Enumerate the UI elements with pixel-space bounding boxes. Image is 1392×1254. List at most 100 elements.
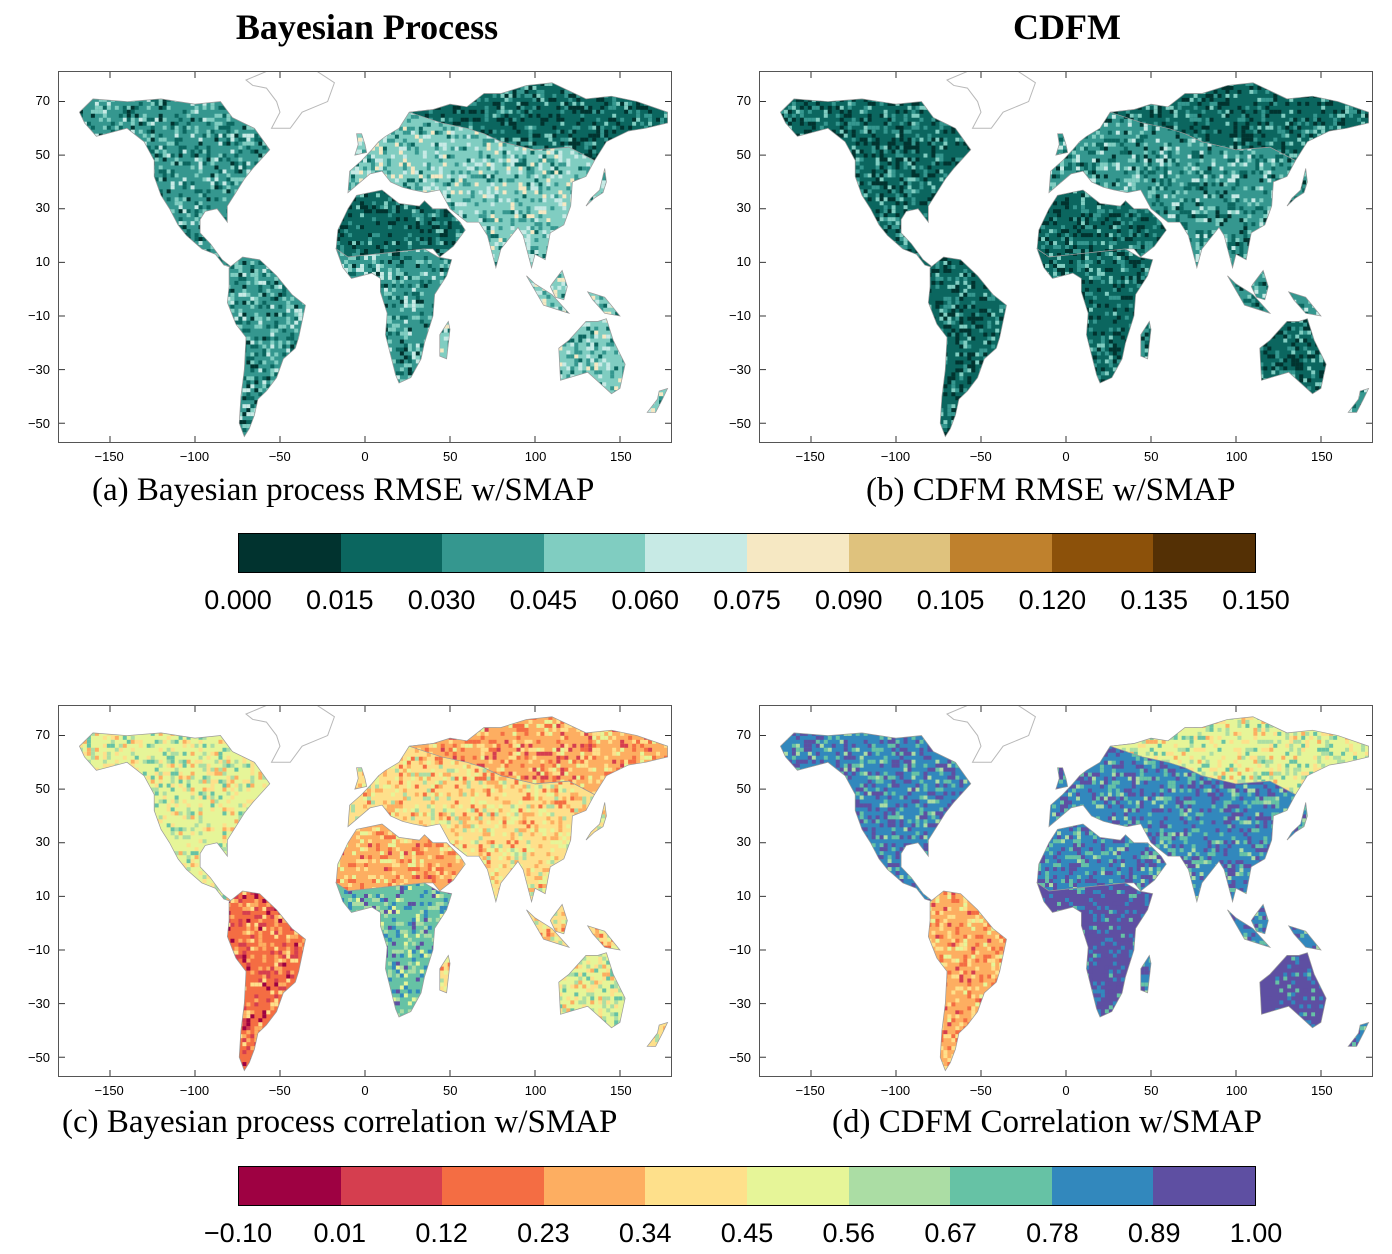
x-tick-label: 0 — [1062, 1083, 1070, 1098]
map-panel-d — [759, 705, 1373, 1077]
colorbar-tick-label: 0.060 — [611, 585, 679, 615]
colorbar-swatch — [746, 534, 849, 572]
colorbar-swatch — [340, 1167, 443, 1205]
colorbar-swatch — [543, 534, 646, 572]
column-title-cdfm: CDFM — [1013, 7, 1121, 47]
colorbar-swatch — [442, 534, 544, 572]
y-tick-label: 50 — [35, 780, 50, 796]
x-tick-label: −50 — [969, 1083, 992, 1098]
x-tick-label: 150 — [609, 449, 632, 464]
colorbar-tick-label: 0.150 — [1222, 585, 1290, 615]
colorbar-swatch — [1051, 534, 1154, 572]
x-tick-label: −100 — [179, 1083, 210, 1098]
y-tick-label: 10 — [736, 888, 751, 904]
map-panel-a — [58, 71, 672, 443]
caption-a: (a) Bayesian process RMSE w/SMAP — [92, 472, 595, 508]
landmass-sahara_arabia — [336, 823, 466, 891]
landmass-africa_south — [1037, 882, 1153, 1018]
y-tick-label: −30 — [27, 996, 50, 1012]
colorbar-tick-label: 0.78 — [1026, 1218, 1079, 1248]
landmass-south_america — [928, 891, 1007, 1071]
y-tick-label: −10 — [27, 308, 50, 324]
landmass-south_america — [928, 257, 1007, 437]
map-svg — [760, 72, 1372, 442]
colorbar-tick-label: 0.075 — [713, 585, 781, 615]
column-title-bayesian: Bayesian Process — [235, 7, 499, 47]
x-tick-label: −150 — [795, 449, 825, 464]
landmass-australia — [558, 952, 626, 1028]
landmass-south_america — [227, 257, 306, 437]
colorbar-tick-label: 0.090 — [815, 585, 883, 615]
x-tick-label: 0 — [1062, 449, 1070, 464]
x-tick-label: −150 — [94, 1083, 124, 1098]
map-panel-b — [759, 71, 1373, 443]
y-tick-label: 50 — [736, 146, 751, 162]
landmass-africa_south — [336, 248, 452, 384]
colorbar-tick-label: 0.045 — [509, 585, 578, 615]
x-tick-label: 100 — [524, 1083, 547, 1098]
y-tick-label: −50 — [728, 416, 751, 432]
x-tick-label: 150 — [609, 1083, 632, 1098]
x-tick-label: 50 — [443, 449, 458, 464]
colorbar-tick-label: 0.89 — [1127, 1218, 1181, 1248]
colorbar-swatch — [848, 1167, 951, 1205]
y-tick-label: 30 — [35, 200, 50, 216]
y-tick-label: −50 — [27, 416, 50, 432]
colorbar-tick-label: 0.01 — [313, 1218, 367, 1248]
map-svg — [59, 706, 671, 1076]
y-tick-label: 50 — [35, 146, 50, 162]
colorbar-swatch — [645, 534, 747, 572]
x-tick-label: 100 — [1225, 449, 1248, 464]
colorbar-tick-label: 0.000 — [204, 585, 272, 615]
landmass-australia — [558, 318, 626, 394]
y-tick-label: −10 — [27, 942, 50, 958]
landmass-madagascar — [1140, 955, 1152, 993]
y-tick-label: 30 — [35, 834, 50, 850]
y-tick-label: 70 — [35, 92, 50, 108]
colorbar-swatch — [1153, 1167, 1255, 1205]
landmass-madagascar — [1140, 321, 1152, 359]
map-svg — [59, 72, 671, 442]
caption-c: (c) Bayesian process correlation w/SMAP — [62, 1104, 618, 1140]
x-tick-label: 50 — [443, 1083, 458, 1098]
y-tick-label: 30 — [736, 200, 751, 216]
x-tick-label: −50 — [268, 1083, 291, 1098]
y-tick-label: 10 — [736, 254, 751, 270]
colorbar-tick-label: 0.56 — [822, 1218, 876, 1248]
colorbar-swatch — [950, 1167, 1052, 1205]
colorbar-swatch — [239, 1167, 341, 1205]
landmass-greenland — [946, 706, 1037, 763]
colorbar-tick-label: 0.67 — [924, 1218, 977, 1248]
landmass-madagascar — [439, 955, 451, 993]
y-tick-label: 10 — [35, 888, 50, 904]
landmass-greenland — [245, 72, 336, 129]
x-tick-label: −100 — [179, 449, 210, 464]
caption-b: (b) CDFM RMSE w/SMAP — [866, 472, 1236, 508]
x-tick-label: −100 — [880, 1083, 911, 1098]
landmass-greenland — [946, 72, 1037, 129]
landmass-south_america — [227, 891, 306, 1071]
colorbar-swatch — [239, 534, 341, 572]
landmass-madagascar — [439, 321, 451, 359]
colorbar-swatch — [950, 534, 1052, 572]
colorbar-swatch — [442, 1167, 544, 1205]
x-tick-label: 0 — [361, 1083, 369, 1098]
landmass-greenland — [245, 706, 336, 763]
y-tick-label: −10 — [728, 942, 751, 958]
landmass-africa_south — [1037, 248, 1153, 384]
x-tick-label: 100 — [524, 449, 547, 464]
y-tick-label: −30 — [728, 362, 751, 378]
y-tick-label: 70 — [736, 92, 751, 108]
y-tick-label: −10 — [728, 308, 751, 324]
caption-d: (d) CDFM Correlation w/SMAP — [832, 1104, 1262, 1140]
x-tick-label: 150 — [1310, 449, 1333, 464]
landmass-australia — [1259, 318, 1327, 394]
y-tick-label: 70 — [736, 726, 751, 742]
y-tick-label: −50 — [27, 1050, 50, 1066]
y-tick-label: −30 — [27, 362, 50, 378]
x-tick-label: 150 — [1310, 1083, 1333, 1098]
colorbar-tick-label: 0.015 — [306, 585, 374, 615]
x-tick-label: −50 — [969, 449, 992, 464]
colorbar-rmse — [238, 533, 1256, 573]
colorbar-swatch — [645, 1167, 747, 1205]
